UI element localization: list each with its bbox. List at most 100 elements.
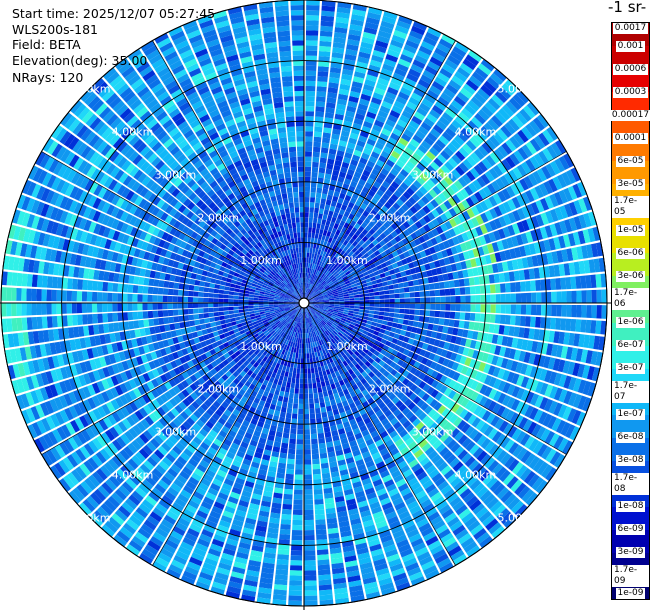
- ppi-gate: [318, 244, 323, 251]
- ppi-gate: [102, 303, 108, 313]
- ppi-gate: [332, 292, 339, 296]
- ppi-gate: [354, 249, 361, 256]
- ppi-gate: [310, 237, 315, 244]
- ppi-gate: [563, 263, 571, 276]
- ppi-gate: [327, 259, 332, 265]
- ppi-gate: [394, 255, 401, 262]
- ppi-gate: [399, 114, 411, 124]
- ppi-gate: [319, 272, 324, 278]
- ppi-gate: [306, 277, 308, 284]
- ppi-gate: [270, 82, 282, 89]
- ppi-gate: [283, 91, 294, 97]
- ppi-gate: [474, 67, 489, 80]
- ppi-gate: [301, 252, 304, 258]
- ppi-gate: [225, 322, 232, 328]
- ppi-gate: [292, 187, 299, 193]
- ppi-gate: [530, 201, 540, 215]
- ppi-gate: [473, 148, 485, 160]
- ppi-gate: [555, 139, 567, 155]
- ppi-gate: [304, 207, 310, 213]
- ppi-gate: [390, 150, 401, 159]
- ppi-gate: [322, 294, 329, 297]
- ppi-gate: [440, 213, 449, 223]
- ppi-gate: [369, 253, 376, 259]
- ppi-gate: [380, 251, 388, 258]
- ppi-gate: [398, 155, 408, 165]
- ppi-gate: [91, 303, 98, 313]
- ppi-gate: [133, 276, 140, 285]
- ppi-gate: [260, 11, 274, 19]
- ppi-gate: [335, 274, 341, 280]
- ppi-gate: [483, 233, 492, 244]
- ppi-gate: [301, 242, 304, 248]
- ppi-gate: [325, 288, 331, 292]
- ppi-gate: [506, 260, 514, 271]
- ppi-gate: [396, 63, 409, 73]
- ppi-gate: [339, 208, 346, 216]
- ppi-gate: [489, 284, 496, 294]
- ppi-gate: [321, 234, 326, 241]
- ppi-gate: [214, 284, 221, 289]
- ppi-gate: [462, 269, 469, 278]
- ppi-gate: [324, 173, 332, 180]
- ppi-gate: [305, 136, 313, 142]
- ppi-gate: [300, 217, 304, 223]
- ppi-gate: [322, 214, 328, 221]
- ppi-gate: [322, 282, 328, 288]
- ppi-gate: [575, 275, 582, 289]
- ppi-gate: [210, 278, 217, 284]
- ppi-gate: [488, 274, 495, 284]
- ppi-gate: [279, 209, 286, 216]
- ppi-gate: [316, 182, 323, 189]
- ppi-gate: [402, 281, 409, 288]
- ppi-gate: [545, 163, 556, 177]
- ppi-gate: [365, 239, 372, 246]
- ppi-gate: [313, 299, 319, 302]
- ppi-gate: [384, 201, 392, 210]
- ppi-gate: [419, 102, 431, 113]
- ppi-gate: [316, 96, 326, 103]
- ppi-gate: [533, 153, 545, 167]
- ppi-gate: [298, 186, 304, 193]
- ppi-gate: [311, 292, 316, 297]
- ppi-gate: [386, 49, 400, 58]
- ppi-gate: [309, 207, 315, 213]
- ppi-gate: [304, 262, 307, 268]
- ppi-gate: [226, 278, 232, 283]
- ppi-gate: [321, 5, 336, 12]
- ppi-gate: [318, 266, 323, 272]
- ppi-gate: [327, 158, 335, 165]
- ppi-gate: [294, 101, 304, 107]
- ppi-gate: [357, 161, 366, 170]
- ppi-gate: [437, 96, 450, 107]
- ppi-gate: [455, 191, 465, 202]
- ppi-gate: [304, 252, 307, 258]
- ppi-gate: [354, 297, 360, 301]
- ppi-gate: [526, 101, 540, 116]
- ppi-gate: [343, 296, 350, 299]
- ppi-gate: [364, 116, 375, 124]
- ppi-gate: [403, 287, 410, 293]
- ppi-gate: [461, 232, 470, 242]
- ppi-gate: [370, 276, 377, 282]
- ppi-gate: [509, 153, 520, 166]
- ppi-gate: [347, 256, 353, 263]
- ppi-gate: [504, 79, 519, 93]
- ppi-gate: [215, 279, 222, 285]
- ppi-gate: [276, 25, 290, 32]
- ppi-gate: [208, 303, 214, 308]
- ppi-gate: [344, 53, 357, 61]
- ppi-gate: [414, 229, 423, 238]
- ppi-gate: [376, 35, 390, 44]
- ppi-gate: [485, 154, 497, 167]
- ppi-gate: [343, 293, 349, 297]
- ppi-gate: [11, 318, 18, 332]
- ppi-gate: [280, 60, 292, 67]
- ppi-gate: [358, 51, 371, 60]
- ppi-gate: [423, 117, 435, 128]
- ppi-gate: [457, 131, 469, 143]
- ppi-gate: [311, 263, 315, 269]
- ppi-gate: [408, 196, 417, 206]
- ppi-gate: [36, 288, 42, 302]
